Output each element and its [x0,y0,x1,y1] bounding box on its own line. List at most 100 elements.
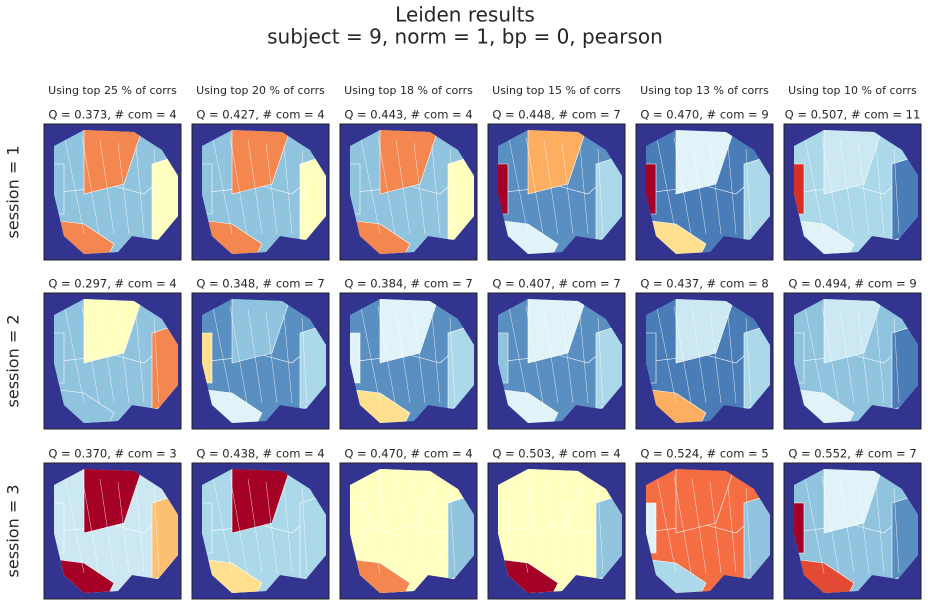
panel-title: Q = 0.297, # com = 4 [48,277,176,291]
region [823,130,885,195]
parcel-border [507,302,529,404]
parcel-border [63,133,85,235]
panel-frame [487,292,626,430]
panel-frame [635,123,774,261]
brain-map [635,123,774,261]
parcel-border [359,472,381,574]
parcel-border [431,314,441,404]
parcel-border [211,302,233,404]
region [646,502,657,554]
region [527,469,589,534]
column-header: Using top 25 % of corrs [48,84,177,97]
parcel-border [655,133,677,235]
brain-map [339,462,478,600]
parcel-border [377,305,396,404]
region [231,130,293,195]
region [498,502,509,554]
panel-frame [43,292,182,430]
parcel-border [745,487,752,574]
region [823,299,885,364]
panel-title: Q = 0.494, # com = 9 [788,277,916,291]
parcel-border [655,472,677,574]
parcel-border [839,478,855,574]
parcel-border [449,148,456,235]
panel-title: Q = 0.438, # com = 4 [196,447,324,461]
region [83,299,145,364]
parcel-border [803,302,825,404]
brain-map [191,292,330,430]
parcel-border [377,475,396,574]
brain-map [339,292,478,430]
brain-map [635,462,774,600]
panel-frame [43,123,182,261]
parcel-border [301,148,308,235]
parcel-border [99,308,115,404]
parcel-border [413,311,426,404]
column-header: Using top 15 % of corrs [492,84,621,97]
parcel-border [857,481,870,574]
panel-frame [191,462,330,600]
parcel-border [691,478,707,574]
parcel-border [247,139,263,235]
parcel-border [803,472,825,574]
parcel-border [821,136,840,235]
parcel-border [561,311,574,404]
region [646,332,657,384]
panel-frame [635,462,774,600]
parcel-border [153,148,160,235]
panel-title: Q = 0.373, # com = 4 [48,108,176,122]
parcel-border [597,148,604,235]
brain-map [783,123,922,261]
parcel-border [229,305,248,404]
brain-map [191,462,330,600]
parcel-border [229,475,248,574]
parcel-border [745,148,752,235]
brain-map [191,123,330,261]
parcel-border [839,308,855,404]
parcel-border [211,472,233,574]
parcel-border [265,481,278,574]
parcel-border [893,148,900,235]
column-header: Using top 10 % of corrs [788,84,917,97]
parcel-border [247,478,263,574]
parcel-border [893,487,900,574]
panel-frame [487,462,626,600]
parcel-border [81,475,100,574]
parcel-border [709,481,722,574]
brain-map [43,123,182,261]
region [646,163,657,215]
parcel-border [709,311,722,404]
panel-frame [635,292,774,430]
panel-title: Q = 0.384, # com = 7 [344,277,472,291]
panel-frame [783,292,922,430]
parcel-border [875,314,885,404]
panel-frame [339,462,478,600]
region [202,332,213,384]
region [202,163,213,215]
parcel-border [211,133,233,235]
parcel-border [561,142,574,235]
panel-frame [339,123,478,261]
panel-title: Q = 0.427, # com = 4 [196,108,324,122]
brain-map [487,462,626,600]
region [202,502,213,554]
parcel-border [117,142,130,235]
parcel-border [543,308,559,404]
parcel-border [413,481,426,574]
parcel-border [857,142,870,235]
region [675,469,737,534]
region [54,163,65,215]
panel-title: Q = 0.370, # com = 3 [48,447,176,461]
parcel-border [579,145,589,235]
parcel-border [525,305,544,404]
parcel-border [283,145,293,235]
parcel-border [81,136,100,235]
parcel-border [395,308,411,404]
parcel-border [283,314,293,404]
panel-title: Q = 0.443, # com = 4 [344,108,472,122]
region [54,502,65,554]
parcel-border [803,133,825,235]
parcel-border [265,311,278,404]
panel-frame [43,462,182,600]
parcel-border [135,314,145,404]
